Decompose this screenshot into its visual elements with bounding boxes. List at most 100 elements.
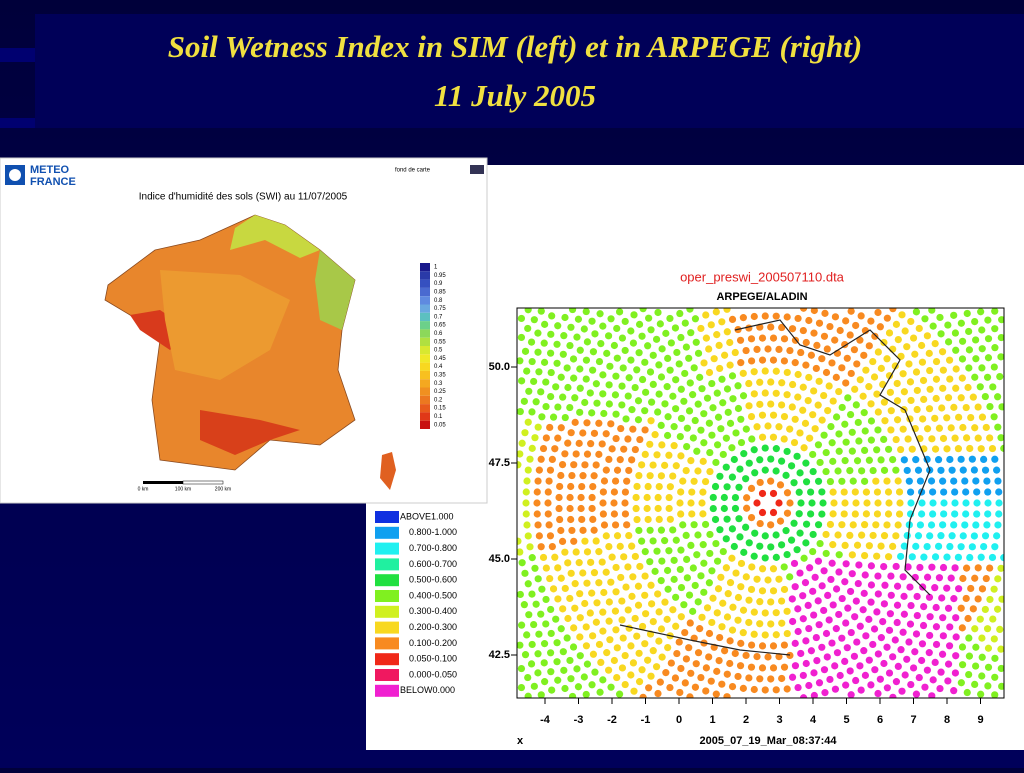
dot xyxy=(889,455,897,464)
dot xyxy=(587,558,595,566)
dot xyxy=(745,596,753,604)
legend-label: 0.15 xyxy=(434,406,446,412)
dot xyxy=(896,499,904,507)
dot xyxy=(981,392,989,401)
dot xyxy=(947,574,955,582)
dot xyxy=(767,378,775,386)
dot xyxy=(581,398,589,407)
legend-label: 0.700-0.800 xyxy=(409,543,457,553)
dot xyxy=(965,364,973,372)
dot xyxy=(861,446,869,454)
dot xyxy=(791,662,800,670)
dot xyxy=(812,364,820,373)
dot xyxy=(517,407,524,416)
dot xyxy=(661,400,669,408)
dot xyxy=(780,435,788,443)
dot xyxy=(874,689,882,698)
dot xyxy=(962,499,970,507)
dot xyxy=(742,523,750,531)
dot xyxy=(983,373,992,381)
dot xyxy=(965,327,973,336)
dot xyxy=(688,510,696,518)
dot xyxy=(809,547,817,556)
dot xyxy=(517,461,522,469)
dot xyxy=(962,564,971,572)
dot xyxy=(697,324,705,333)
dot xyxy=(734,382,742,390)
dot xyxy=(613,354,621,362)
dot xyxy=(846,467,854,475)
dot xyxy=(972,355,980,363)
dot xyxy=(802,659,810,668)
dot xyxy=(984,354,993,362)
dot xyxy=(661,461,669,469)
dot xyxy=(918,640,927,648)
dot xyxy=(772,531,780,539)
dot xyxy=(547,330,555,338)
x-tick-label: -2 xyxy=(607,714,617,726)
dot xyxy=(649,380,657,388)
dot xyxy=(903,655,911,663)
dot xyxy=(767,620,775,628)
dot xyxy=(602,568,610,576)
legend-label: 0.95 xyxy=(434,273,446,279)
dot xyxy=(958,624,966,632)
dot xyxy=(820,391,828,400)
dot xyxy=(566,504,574,513)
dot xyxy=(872,477,880,485)
x-tick-label: 4 xyxy=(810,714,817,726)
dot xyxy=(740,450,748,458)
dot xyxy=(739,629,747,637)
dot xyxy=(874,348,882,356)
dot xyxy=(848,428,856,436)
dot xyxy=(745,459,753,467)
dot xyxy=(699,541,707,549)
dot xyxy=(557,373,565,381)
dot xyxy=(806,564,814,572)
dot xyxy=(843,644,851,652)
dot xyxy=(600,477,609,485)
dot xyxy=(567,429,575,437)
dot xyxy=(761,367,769,375)
dot xyxy=(723,483,731,491)
dot xyxy=(527,338,536,346)
dot xyxy=(605,381,613,389)
dot xyxy=(856,376,864,384)
dot xyxy=(973,510,981,518)
dot xyxy=(938,594,946,602)
dot xyxy=(649,647,657,655)
dot xyxy=(667,659,675,667)
dot xyxy=(934,456,943,464)
dot xyxy=(775,423,783,431)
dot xyxy=(923,573,932,581)
dot xyxy=(787,462,796,470)
dot xyxy=(753,423,761,431)
dot xyxy=(841,541,849,549)
dot xyxy=(991,673,999,681)
dot xyxy=(598,558,606,566)
wet-zone xyxy=(230,215,320,258)
dot xyxy=(829,457,837,465)
dot xyxy=(560,332,568,340)
dot xyxy=(588,409,596,417)
dot xyxy=(534,521,542,529)
dot xyxy=(997,434,1004,442)
dot xyxy=(794,314,802,323)
dot xyxy=(907,499,915,507)
dot xyxy=(523,521,531,529)
dot xyxy=(542,378,550,386)
dot xyxy=(639,693,647,698)
dot xyxy=(840,510,848,518)
dot xyxy=(885,626,894,634)
dot xyxy=(756,456,764,464)
dot xyxy=(886,610,894,618)
dot xyxy=(962,434,971,442)
dot xyxy=(655,637,663,645)
legend-swatch xyxy=(375,684,399,697)
dot xyxy=(680,397,688,405)
dot xyxy=(615,690,624,698)
dot xyxy=(951,669,960,677)
dot xyxy=(524,308,532,314)
dot xyxy=(783,489,792,497)
border-lines xyxy=(619,319,931,656)
